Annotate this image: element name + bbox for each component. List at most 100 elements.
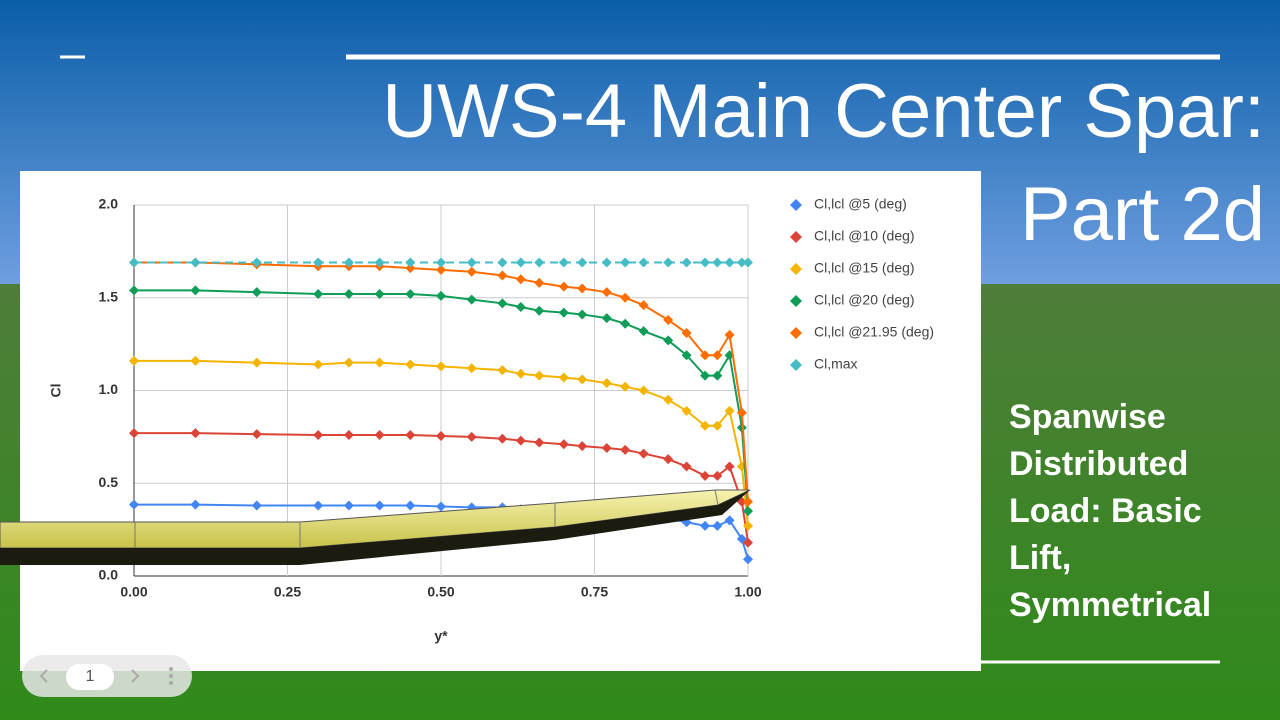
data-point xyxy=(251,257,262,268)
data-point xyxy=(558,307,569,318)
data-point xyxy=(190,257,201,268)
data-point xyxy=(515,274,526,285)
legend-label: Cl,max xyxy=(814,356,858,372)
data-point xyxy=(405,359,416,370)
data-point xyxy=(534,370,545,381)
data-point xyxy=(251,429,262,440)
data-point xyxy=(601,443,612,454)
data-point xyxy=(743,257,753,268)
data-point xyxy=(190,355,201,366)
data-point xyxy=(663,315,674,326)
data-point xyxy=(466,363,477,374)
data-point xyxy=(534,277,545,288)
data-point xyxy=(577,441,588,452)
side-text: Lift, xyxy=(1009,539,1071,577)
y-axis-label: Cl xyxy=(48,384,64,398)
data-point xyxy=(700,350,711,361)
data-point xyxy=(251,357,262,368)
legend-label: Cl,lcl @20 (deg) xyxy=(814,292,915,308)
data-point xyxy=(497,365,508,376)
data-point xyxy=(405,257,416,268)
data-point xyxy=(700,370,711,381)
pager: 1 xyxy=(22,655,192,697)
data-point xyxy=(724,257,735,268)
data-point xyxy=(129,355,139,366)
y-tick-label: 0.0 xyxy=(99,567,119,583)
data-point xyxy=(577,309,588,320)
data-point xyxy=(601,313,612,324)
data-point xyxy=(743,537,753,548)
data-point xyxy=(681,257,692,268)
data-point xyxy=(663,257,674,268)
data-point xyxy=(190,428,201,439)
data-point xyxy=(743,506,753,517)
side-text: Load: Basic xyxy=(1009,492,1202,530)
data-point xyxy=(436,290,446,301)
data-point xyxy=(405,430,416,441)
data-point xyxy=(534,437,545,448)
data-point xyxy=(515,368,526,379)
data-point xyxy=(405,263,416,274)
data-point xyxy=(343,500,354,511)
y-tick-label: 1.0 xyxy=(99,381,119,397)
legend-label: Cl,lcl @10 (deg) xyxy=(814,228,915,244)
legend-marker xyxy=(790,295,802,307)
data-point xyxy=(724,405,735,416)
data-point xyxy=(405,500,416,511)
data-point xyxy=(534,257,545,268)
data-point xyxy=(515,257,526,268)
data-point xyxy=(620,381,631,392)
legend-label: Cl,lcl @5 (deg) xyxy=(814,196,907,212)
page-number: 1 xyxy=(86,668,95,685)
side-text: Spanwise xyxy=(1009,398,1166,436)
x-tick-label: 0.25 xyxy=(274,584,301,600)
slide-title: Part 2d xyxy=(1020,172,1265,257)
legend-marker xyxy=(790,359,802,371)
data-point xyxy=(129,257,139,268)
data-point xyxy=(736,422,747,433)
page-box[interactable] xyxy=(66,664,114,690)
data-point xyxy=(558,372,569,383)
legend-marker xyxy=(790,327,802,339)
data-point xyxy=(601,378,612,389)
chart-panel xyxy=(20,171,981,671)
data-point xyxy=(736,257,747,268)
data-point xyxy=(343,357,354,368)
data-point xyxy=(436,361,446,372)
data-point xyxy=(497,270,508,281)
data-point xyxy=(620,292,631,303)
data-point xyxy=(638,448,649,459)
data-point xyxy=(712,370,723,381)
y-tick-label: 0.5 xyxy=(99,474,119,490)
data-point xyxy=(712,520,723,531)
y-tick-label: 1.5 xyxy=(99,288,119,304)
data-point xyxy=(466,257,477,268)
legend-label: Cl,lcl @15 (deg) xyxy=(814,260,915,276)
data-point xyxy=(466,294,477,305)
data-point xyxy=(466,266,477,277)
data-point xyxy=(736,407,747,418)
data-point xyxy=(743,520,753,531)
data-point xyxy=(558,281,569,292)
data-point xyxy=(681,461,692,472)
data-point xyxy=(558,257,569,268)
data-point xyxy=(663,394,674,405)
wing-graphic xyxy=(0,489,751,565)
side-text: Distributed xyxy=(1009,445,1188,483)
data-point xyxy=(743,554,753,565)
data-point xyxy=(577,374,588,385)
data-point xyxy=(724,515,735,526)
y-tick-label: 2.0 xyxy=(99,196,119,212)
data-point xyxy=(343,430,354,441)
data-point xyxy=(190,499,201,510)
data-point xyxy=(436,501,446,512)
next-button[interactable] xyxy=(131,669,140,683)
more-button[interactable] xyxy=(169,667,173,685)
data-point xyxy=(700,470,711,481)
x-axis-label: y* xyxy=(434,628,448,644)
data-point xyxy=(313,430,324,441)
data-point xyxy=(374,357,385,368)
prev-button[interactable] xyxy=(39,669,48,683)
x-tick-label: 0.50 xyxy=(427,584,454,600)
data-point xyxy=(620,257,631,268)
